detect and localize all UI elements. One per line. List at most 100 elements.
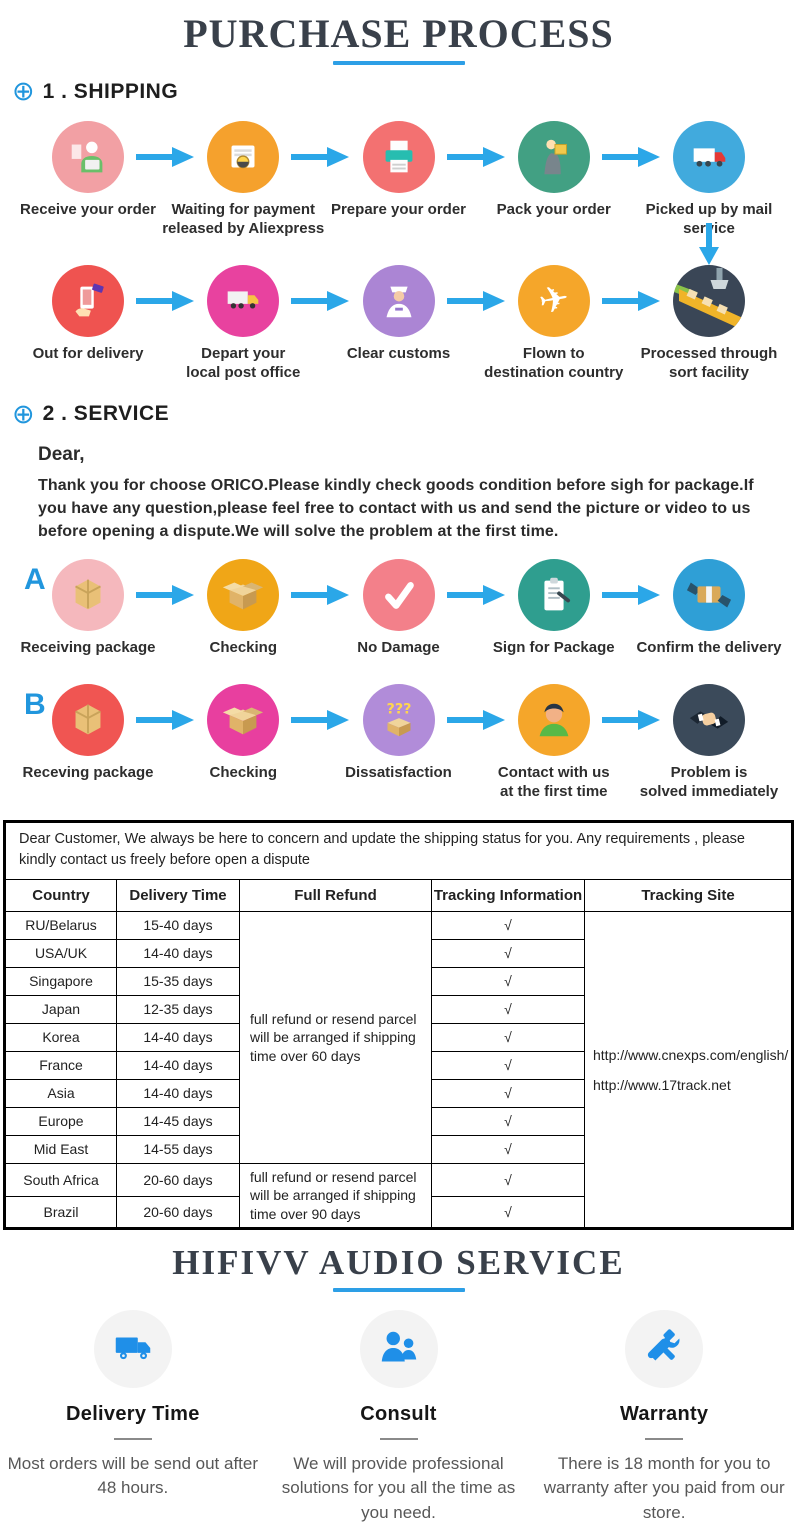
step-label: Clear customs — [346, 344, 451, 362]
column-header-country: Country — [4, 878, 117, 912]
arrow-right-icon — [602, 147, 660, 167]
step-contact-us: Contact with us at the first time — [488, 684, 620, 802]
arrow-right-icon — [291, 290, 349, 311]
step-receiving-package: Receiving package — [20, 559, 156, 658]
arrow-right-icon — [447, 147, 505, 167]
delivery-cell: 14-40 days — [116, 938, 240, 968]
card-text: Most orders will be send out after 48 ho… — [7, 1453, 259, 1498]
table-row: Japan 12-35 days √ — [4, 994, 793, 1024]
step-out-for-delivery: Out for delivery — [22, 264, 154, 383]
title-underline — [332, 61, 465, 65]
column-header-delivery-time: Delivery Time — [116, 878, 240, 912]
checking-circle — [207, 559, 280, 632]
card-icon-circle — [93, 1309, 172, 1388]
step-label: Checking — [209, 639, 277, 657]
tracking-check: √ — [431, 1106, 585, 1136]
no-damage-circle — [362, 559, 435, 632]
country-cell: Mid East — [4, 1134, 117, 1164]
page-title: PURCHASE PROCESS — [183, 11, 614, 56]
step-confirm-delivery: Confirm the delivery — [636, 559, 782, 658]
handshake-icon — [689, 711, 729, 729]
waiting-payment-circle — [207, 121, 280, 193]
table-notice-row: Dear Customer, We always be here to conc… — [4, 820, 793, 880]
step-label: Waiting for payment released by Aliexpre… — [162, 201, 325, 237]
step-receving-package: Receving package — [22, 684, 154, 802]
svg-text:???: ??? — [386, 701, 411, 717]
customs-officer-icon — [386, 286, 411, 318]
step-problem-solved: Problem is solved immediately — [640, 684, 778, 802]
card-consult: Consult We will provide professional sol… — [266, 1309, 532, 1526]
table-notice: Dear Customer, We always be here to conc… — [4, 820, 793, 880]
flown-destination-circle: ✈ — [517, 264, 590, 337]
step-label: Dissatisfaction — [345, 764, 452, 782]
confirm-delivery-circle — [673, 559, 745, 632]
table-row: RU/Belarus 15-40 days full refund or res… — [4, 910, 793, 1230]
picked-up-circle — [673, 121, 745, 193]
out-for-delivery-circle — [52, 264, 124, 337]
package-icon — [75, 704, 101, 735]
delivery-cell: 14-55 days — [116, 1134, 240, 1164]
arrow-right-icon — [447, 585, 505, 606]
card-delivery-time: Delivery Time Most orders will be send o… — [0, 1309, 266, 1526]
table-row: Singapore 15-35 days √ — [4, 966, 793, 996]
check-icon — [384, 582, 414, 610]
country-cell: France — [4, 1050, 117, 1080]
step-label: Checking — [209, 764, 277, 782]
column-header-full-refund: Full Refund — [239, 878, 432, 912]
card-divider — [645, 1437, 684, 1440]
open-box-icon — [223, 707, 264, 735]
service-salutation: Dear, — [38, 443, 85, 465]
problem-solved-circle — [673, 684, 745, 757]
payment-icon — [231, 145, 255, 169]
prepare-order-circle — [362, 121, 435, 193]
delivery-cell: 20-60 days — [116, 1195, 240, 1230]
step-receive-order: Receive your order — [20, 121, 156, 239]
country-cell: RU/Belarus — [4, 910, 117, 940]
post-truck-icon — [227, 291, 259, 309]
step-label: Receive your order — [20, 201, 156, 218]
country-cell: Europe — [4, 1106, 117, 1136]
sign-clipboard-icon — [544, 577, 570, 611]
tracking-check: √ — [431, 1022, 585, 1052]
shipping-heading-label: 1 . SHIPPING — [42, 79, 179, 103]
country-cell: USA/UK — [4, 938, 117, 968]
tracking-check: √ — [431, 1162, 585, 1197]
step-label: Confirm the delivery — [636, 639, 782, 657]
arrow-right-icon — [136, 147, 194, 167]
card-warranty: Warranty There is 18 month for you to wa… — [531, 1309, 797, 1526]
country-cell: Singapore — [4, 966, 117, 996]
step-label: No Damage — [357, 639, 440, 657]
clear-customs-circle — [362, 264, 435, 337]
card-divider — [113, 1437, 152, 1440]
step-label: Receving package — [22, 764, 154, 782]
step-label: Out for delivery — [32, 344, 144, 362]
tracking-site-link[interactable]: http://www.17track.net — [593, 1076, 731, 1093]
contact-us-circle — [517, 684, 590, 757]
tracking-site-link[interactable]: http://www.cnexps.com/english/ — [593, 1046, 789, 1063]
shipping-row-1: Receive your order Waiting for payment r… — [0, 121, 797, 265]
tracking-check: √ — [431, 1134, 585, 1164]
warranty-tools-icon — [648, 1329, 680, 1361]
table-row: France 14-40 days √ — [4, 1050, 793, 1080]
receive-order-icon — [71, 141, 103, 173]
receving-package-circle — [52, 684, 124, 757]
table-row: Brazil 20-60 days √ — [4, 1195, 793, 1230]
card-icon-circle — [359, 1309, 438, 1388]
delivery-cell: 14-40 days — [116, 1050, 240, 1080]
delivery-cell: 15-40 days — [116, 910, 240, 940]
phone-hands-icon — [75, 283, 104, 317]
arrow-right-icon — [602, 585, 660, 606]
step-dissatisfaction: ??? Dissatisfaction — [333, 684, 465, 802]
tracking-check: √ — [431, 1050, 585, 1080]
delivery-cell: 12-35 days — [116, 994, 240, 1024]
step-picked-up: Picked up by mail service — [643, 121, 775, 239]
tracking-check: √ — [431, 994, 585, 1024]
arrow-right-icon — [291, 585, 349, 606]
printer-icon — [385, 140, 412, 173]
plus-circle-icon: ⊕ — [12, 398, 35, 429]
service-heading-label: 2 . SERVICE — [42, 402, 170, 426]
step-checking-a: Checking — [177, 559, 309, 658]
step-pack-order: Pack your order — [488, 121, 620, 239]
step-sort-facility: Processed through sort facility — [641, 264, 777, 383]
step-label: Pack your order — [496, 201, 611, 218]
